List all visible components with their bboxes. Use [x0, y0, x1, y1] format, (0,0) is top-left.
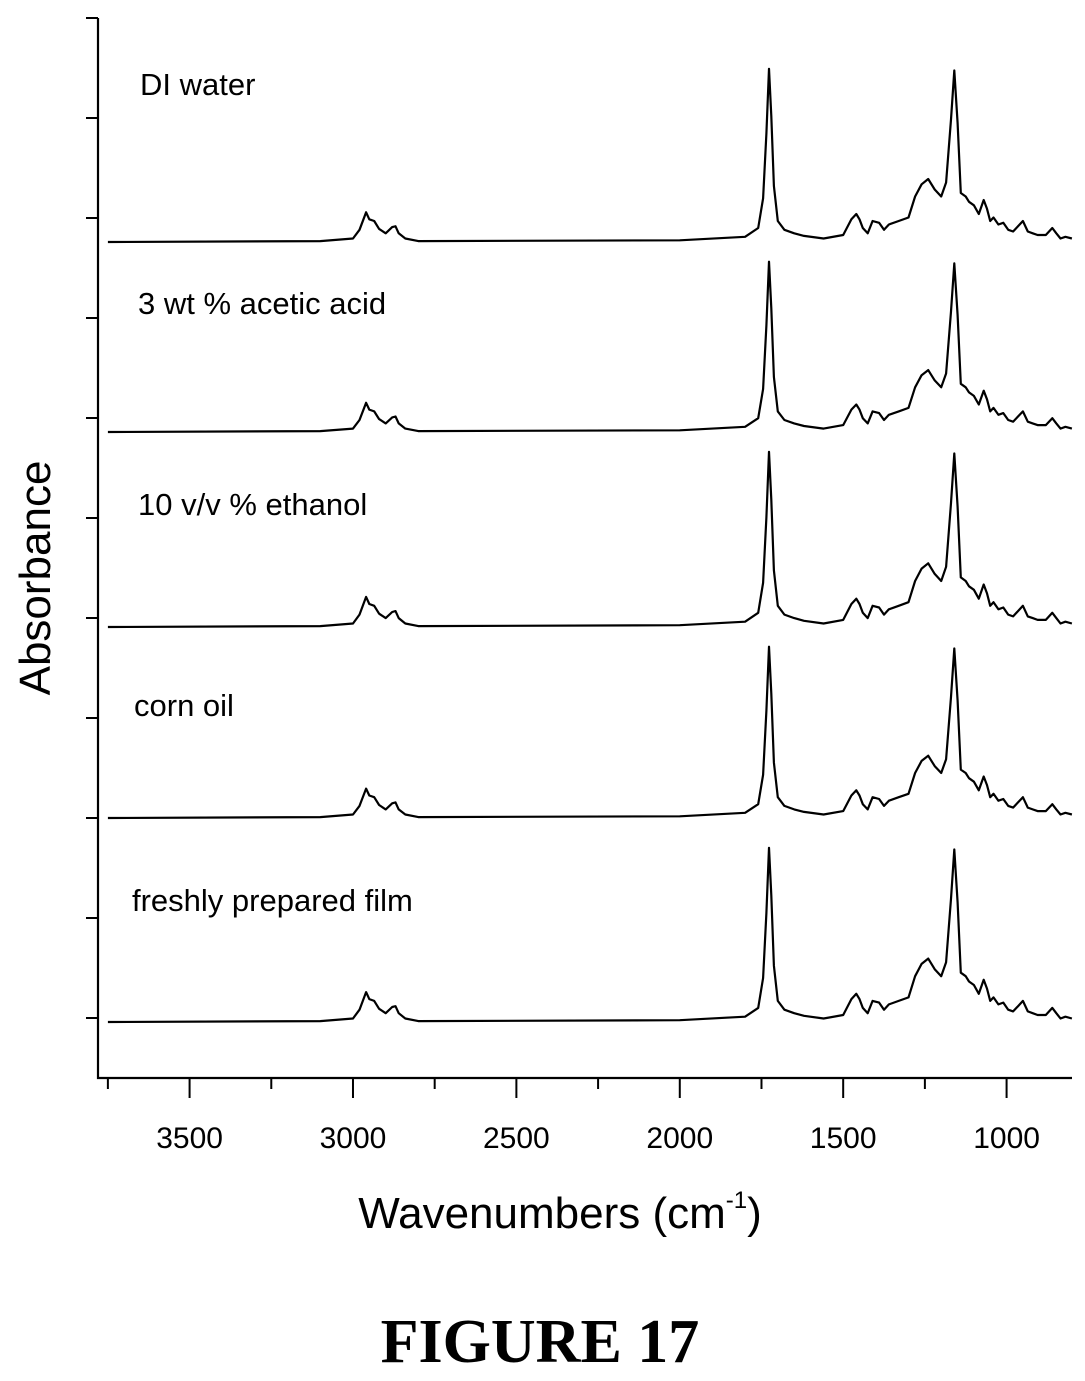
x-axis-tick-labels: 3500 3000 2500 2000 1500 1000	[156, 1122, 1040, 1155]
spectra-lines	[107, 67, 1073, 1024]
spectrum-line-1	[107, 67, 1073, 244]
y-axis-ticks	[86, 17, 98, 1019]
series-label-3: 10 v/v % ethanol	[138, 487, 367, 522]
x-axis-label-close: )	[747, 1189, 762, 1238]
x-axis-label-sup: -1	[726, 1187, 747, 1214]
x-tick-label-1500: 1500	[810, 1122, 877, 1155]
x-axis-ticks	[106, 1078, 1008, 1098]
x-tick-label-1000: 1000	[973, 1122, 1040, 1155]
x-tick-label-3000: 3000	[320, 1122, 387, 1155]
series-label-4: corn oil	[134, 688, 234, 723]
x-tick-label-2500: 2500	[483, 1122, 550, 1155]
x-axis-label-main: Wavenumbers (cm	[358, 1189, 726, 1238]
figure-title: FIGURE 17	[381, 1308, 700, 1376]
spectrum-line-5	[107, 846, 1073, 1024]
spectrum-line-4	[107, 645, 1073, 820]
axes-frame	[96, 18, 1072, 1080]
x-tick-label-2000: 2000	[646, 1122, 713, 1155]
spectrum-line-2	[107, 260, 1073, 434]
x-tick-label-3500: 3500	[156, 1122, 223, 1155]
series-label-1: DI water	[140, 67, 255, 102]
series-label-5: freshly prepared film	[132, 883, 413, 918]
x-axis-label: Wavenumbers (cm-1)	[358, 1187, 762, 1238]
y-axis-label: Absorbance	[11, 461, 60, 696]
series-labels: DI water 3 wt % acetic acid 10 v/v % ethan…	[132, 67, 413, 918]
spectrum-line-3	[107, 450, 1073, 629]
series-label-2: 3 wt % acetic acid	[138, 286, 386, 321]
